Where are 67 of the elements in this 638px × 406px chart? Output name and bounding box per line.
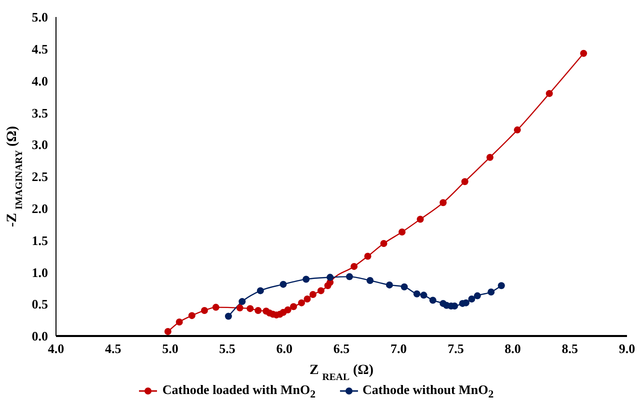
point	[380, 240, 388, 247]
point	[474, 292, 481, 300]
point	[364, 252, 372, 260]
point	[200, 306, 208, 314]
point	[224, 312, 232, 320]
x-tick-label: 8.5	[562, 341, 579, 356]
point	[416, 216, 424, 223]
y-tick-label: 0.5	[32, 296, 48, 312]
point	[309, 291, 316, 298]
x-tick-label: 9.0	[618, 341, 636, 356]
x-tick-label: 5.0	[162, 341, 178, 356]
point	[236, 304, 244, 312]
point	[238, 298, 246, 306]
x-tick-label: 4.0	[48, 341, 64, 356]
y-tick-label: 2.0	[32, 201, 48, 216]
point	[514, 126, 521, 134]
point	[326, 274, 334, 281]
point	[498, 282, 505, 290]
point	[246, 305, 254, 312]
point	[164, 328, 172, 336]
point	[440, 199, 447, 206]
point	[176, 318, 183, 326]
y-tick-label: 4.5	[32, 42, 48, 57]
point	[366, 276, 374, 284]
x-tick-label: 7.5	[448, 341, 464, 356]
point	[290, 303, 298, 310]
y-tick-label: 4.0	[32, 73, 48, 88]
point	[420, 292, 428, 299]
y-tick-label: 2.5	[32, 169, 48, 184]
legend-label: Cathode loaded with MnO$_{2}$	[162, 382, 316, 401]
point	[280, 280, 287, 288]
point	[346, 273, 353, 280]
y-tick-label: 5.0	[32, 10, 48, 25]
point	[304, 295, 311, 302]
point	[212, 304, 220, 311]
point	[284, 306, 292, 314]
x-tick-label: 7.0	[390, 341, 407, 356]
x-tick-label: 5.5	[219, 341, 236, 356]
x-tick-label: 6.0	[276, 341, 293, 356]
point	[468, 295, 476, 302]
point	[254, 306, 262, 314]
point	[461, 178, 468, 186]
y-tick-label: 1.5	[32, 232, 48, 248]
point	[386, 281, 393, 288]
point	[256, 287, 264, 294]
y-tick-label: 3.0	[32, 137, 48, 152]
x-tick-label: 6.5	[333, 341, 350, 356]
point	[188, 312, 196, 320]
point	[413, 290, 420, 298]
y-tick-label: 3.5	[32, 105, 48, 120]
y-tick-label: 0.0	[32, 328, 48, 344]
point	[350, 262, 358, 270]
point	[429, 296, 436, 304]
legend-label: Cathode without MnO$_{2}$	[362, 382, 494, 401]
point	[400, 283, 408, 290]
point	[398, 228, 406, 236]
point	[580, 50, 588, 57]
x-axis-title: Z $_{REAL}$ (Ω)	[309, 363, 374, 382]
y-tick-label: 1.0	[32, 264, 48, 280]
point	[486, 154, 494, 161]
x-tick-label: 4.5	[104, 341, 122, 356]
point	[546, 90, 553, 98]
point	[302, 276, 310, 283]
x-tick-label: 8.0	[504, 341, 521, 356]
point	[488, 288, 495, 296]
point	[298, 299, 306, 306]
point	[317, 287, 324, 294]
